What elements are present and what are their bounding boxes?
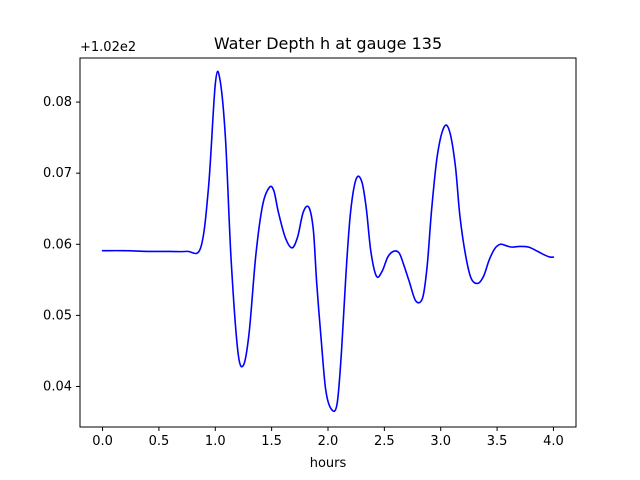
y-tick-label: 0.05 bbox=[43, 308, 72, 323]
x-tick-label: 1.5 bbox=[261, 434, 282, 449]
x-tick-label: 1.0 bbox=[205, 434, 226, 449]
x-tick-label: 3.0 bbox=[430, 434, 451, 449]
x-tick-label: 0.5 bbox=[149, 434, 170, 449]
x-tick-label: 4.0 bbox=[543, 434, 564, 449]
x-axis-ticks: 0.0 0.5 1.0 1.5 2.0 2.5 3.0 3.5 4.0 bbox=[92, 427, 564, 449]
chart-title: Water Depth h at gauge 135 bbox=[214, 34, 442, 53]
x-tick-label: 2.5 bbox=[374, 434, 395, 449]
y-tick-label: 0.04 bbox=[43, 379, 72, 394]
x-axis-label: hours bbox=[310, 456, 347, 471]
y-tick-label: 0.07 bbox=[43, 166, 72, 181]
plot-area-frame bbox=[79, 57, 577, 428]
y-tick-label: 0.08 bbox=[43, 95, 72, 110]
y-axis-offset-label: +1.02e2 bbox=[80, 40, 136, 55]
x-tick-label: 3.5 bbox=[487, 434, 508, 449]
x-tick-label: 2.0 bbox=[318, 434, 339, 449]
y-tick-label: 0.06 bbox=[43, 237, 72, 252]
water-depth-line bbox=[101, 70, 555, 413]
x-tick-label: 0.0 bbox=[92, 434, 113, 449]
y-axis-ticks: 0.04 0.05 0.06 0.07 0.08 bbox=[43, 95, 80, 394]
